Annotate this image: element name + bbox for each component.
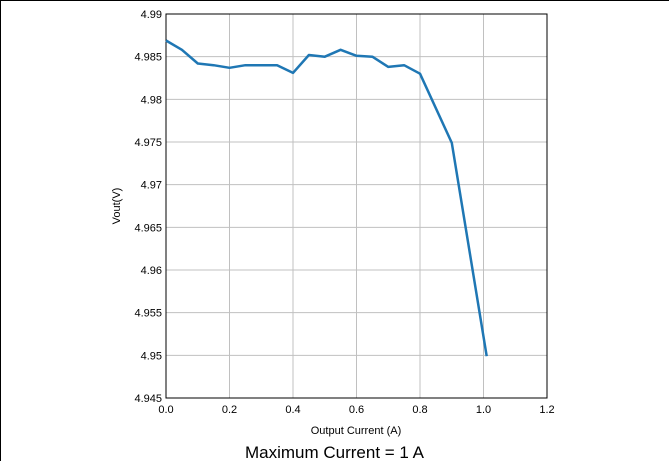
chart-grid xyxy=(166,14,547,398)
x-tick-label: 1.0 xyxy=(476,404,491,416)
x-axis-label: Output Current (A) xyxy=(311,425,401,437)
chart-caption: Maximum Current = 1 A xyxy=(244,443,425,462)
x-tick-label: 0.8 xyxy=(412,404,427,416)
tick-labels: 0.0 0.2 0.4 0.6 0.8 1.0 1.2 4.99 4.985 4.98 4.975 4… xyxy=(134,9,554,416)
y-tick-label: 4.975 xyxy=(134,137,162,149)
y-tick-label: 4.97 xyxy=(141,180,162,192)
page-left-border xyxy=(0,0,1,461)
y-tick-label: 4.96 xyxy=(141,265,162,277)
y-axis-label: Vout(V) xyxy=(111,188,123,225)
plot-frame xyxy=(165,13,548,399)
x-tick-label: 0.4 xyxy=(285,404,300,416)
x-tick-label: 0.0 xyxy=(158,404,173,416)
y-tick-label: 4.99 xyxy=(141,9,162,21)
x-tick-label: 0.2 xyxy=(222,404,237,416)
y-tick-label: 4.985 xyxy=(134,52,162,64)
y-tick-label: 4.955 xyxy=(134,308,162,320)
y-tick-label: 4.965 xyxy=(134,222,162,234)
series-line xyxy=(165,39,488,357)
x-tick-label: 0.6 xyxy=(349,404,364,416)
page-top-border xyxy=(0,0,669,1)
y-tick-label: 4.95 xyxy=(141,350,162,362)
y-tick-label: 4.945 xyxy=(134,393,162,405)
x-tick-label: 1.2 xyxy=(539,404,554,416)
series-group xyxy=(165,39,488,357)
y-tick-label: 4.98 xyxy=(141,94,162,106)
